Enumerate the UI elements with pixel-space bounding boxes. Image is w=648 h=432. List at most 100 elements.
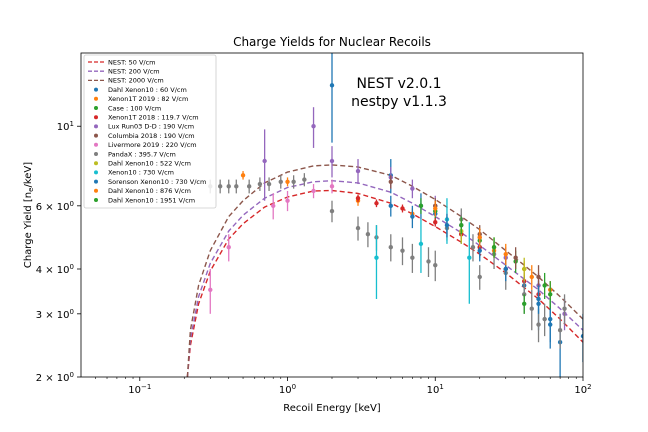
data-point: [470, 245, 476, 250]
legend-label: Xenon10 : 730 V/cm: [108, 169, 174, 177]
data-point: [513, 255, 518, 260]
data-point: [388, 245, 393, 250]
x-tick-label: 100: [279, 383, 296, 396]
data-point: [503, 266, 508, 272]
y-tick-exp: 0: [70, 371, 74, 379]
legend-entry: Livermore 2019 : 220 V/cm: [94, 141, 197, 149]
x-tick-exp: 2: [587, 383, 591, 391]
chart-title: Charge Yields for Nuclear Recoils: [233, 35, 431, 49]
y-tick-label: 101: [57, 120, 74, 133]
data-point: [291, 179, 296, 185]
series-pandax-395-7-v-cm: [208, 173, 567, 349]
data-point: [226, 184, 231, 189]
legend-marker-swatch: [94, 115, 98, 120]
data-point: [467, 255, 472, 260]
annotation-nestpy: nestpy v1.1.3: [351, 94, 447, 110]
y-tick-exp: 0: [70, 200, 74, 208]
y-tick-label: 2 × 100: [36, 371, 74, 384]
data-points: [208, 53, 583, 377]
legend-label: Case : 100 V/cm: [108, 104, 161, 112]
x-axis-label: Recoil Energy [keV]: [283, 403, 381, 414]
data-point: [226, 245, 231, 250]
data-point: [400, 248, 405, 253]
x-tick-base: 10: [427, 385, 440, 396]
data-point: [522, 266, 527, 272]
data-point: [477, 235, 482, 240]
y-tick-label: 6 × 100: [36, 200, 74, 213]
legend-marker-swatch: [94, 152, 98, 156]
legend-entry: Case : 100 V/cm: [94, 104, 161, 112]
legend-entry: Columbia 2018 : 190 V/cm: [94, 132, 195, 140]
data-point: [459, 222, 464, 228]
series-xenon1t-2018-119-7-v-cm: [355, 194, 541, 302]
y-tick-mantissa: 3 × 10: [36, 310, 70, 321]
data-point: [542, 316, 547, 322]
data-point: [548, 292, 553, 297]
legend-entry: Xenon1T 2019 : 82 V/cm: [94, 95, 188, 103]
data-point: [418, 241, 424, 247]
legend-marker-swatch: [94, 188, 98, 193]
legend-entry: NEST: 2000 V/cm: [88, 77, 164, 85]
legend-entry: Lux Run03 D-D : 190 V/cm: [94, 123, 194, 131]
legend-entry: NEST: 200 V/cm: [88, 68, 160, 76]
x-tick-base: 10: [574, 385, 587, 396]
data-point: [240, 173, 246, 178]
legend-label: NEST: 2000 V/cm: [108, 77, 164, 85]
data-point: [355, 196, 361, 201]
data-point: [542, 283, 547, 288]
legend-marker-swatch: [94, 106, 98, 110]
y-axis-label-main: Charge Yield [n: [23, 192, 34, 268]
legend-entry: Xenon1T 2018 : 119.7 V/cm: [94, 114, 199, 122]
y-tick-label: 4 × 100: [36, 263, 74, 276]
data-point: [400, 206, 405, 211]
x-tick-label: 101: [427, 383, 444, 396]
data-point: [557, 328, 563, 333]
y-tick-mantissa: 2 × 10: [36, 373, 70, 384]
x-tick-base: 10: [128, 385, 141, 396]
legend-entry: Xenon10 : 730 V/cm: [94, 169, 174, 177]
data-point: [302, 177, 307, 182]
legend-marker-swatch: [94, 133, 98, 138]
data-point: [562, 306, 567, 311]
data-point: [257, 181, 263, 187]
data-point: [388, 203, 393, 209]
legend-marker-swatch: [94, 124, 98, 129]
y-tick-label: 3 × 100: [36, 308, 74, 321]
data-point: [433, 206, 438, 211]
legend-entry: PandaX : 395.7 V/cm: [94, 150, 176, 158]
x-tick-exp: 0: [292, 383, 296, 391]
data-point: [329, 184, 335, 189]
data-point: [580, 333, 583, 339]
y-tick-mantissa: 6 × 10: [36, 202, 70, 213]
data-point: [388, 179, 393, 185]
data-point: [329, 208, 335, 214]
curve-nest-50-v-cm: [186, 189, 583, 377]
data-point: [311, 124, 316, 129]
data-point: [433, 220, 438, 225]
legend-marker-swatch: [94, 142, 98, 147]
legend-label: Dahl Xenon10 : 876 V/cm: [108, 187, 191, 195]
legend-label: PandaX : 395.7 V/cm: [108, 150, 176, 158]
data-point: [536, 274, 541, 280]
data-point: [278, 179, 283, 185]
data-point: [433, 262, 438, 268]
series-dahl-xenon10-876-v-cm: [433, 200, 534, 290]
legend-entry: NEST: 50 V/cm: [88, 58, 156, 66]
y-tick-exp: 1: [70, 120, 74, 128]
legend-label: Livermore 2019 : 220 V/cm: [108, 141, 197, 149]
legend-label: NEST: 50 V/cm: [108, 58, 156, 66]
legend-label: Xenon1T 2018 : 119.7 V/cm: [108, 114, 199, 122]
legend-marker-swatch: [94, 87, 98, 92]
data-point: [426, 259, 431, 264]
legend-marker-swatch: [94, 161, 98, 166]
data-point: [410, 214, 415, 219]
y-axis-label-sub: e: [27, 188, 35, 192]
data-point: [285, 198, 290, 203]
legend-entry: Dahl Xenon10 : 876 V/cm: [94, 187, 191, 195]
y-axis-label: Charge Yield [ne/keV]: [23, 162, 35, 268]
legend-marker-swatch: [94, 170, 98, 175]
x-tick-label: 10−1: [128, 383, 151, 396]
